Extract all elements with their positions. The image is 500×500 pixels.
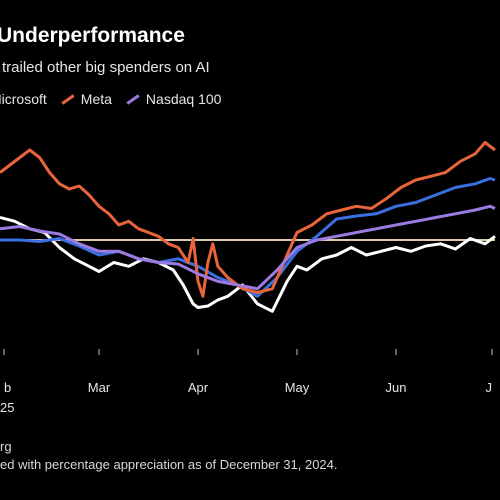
legend-item-nasdaq: Nasdaq 100 [126, 91, 222, 107]
x-tick-label: b [4, 380, 11, 395]
x-tick-label: Mar [88, 380, 111, 395]
x-tick-label: Jun [386, 380, 407, 395]
series-line-microsoft [0, 177, 496, 298]
legend-label-microsoft: Microsoft [0, 91, 47, 107]
source-note: rg [0, 439, 12, 454]
chart-subtitle: trailed other big spenders on AI [2, 59, 210, 76]
legend-label-nasdaq: Nasdaq 100 [145, 91, 222, 107]
legend-item-microsoft: Microsoft [0, 91, 47, 107]
series-line-unlabeled [0, 216, 496, 313]
x-tick-label: Apr [188, 380, 209, 395]
chart-legend: Microsoft Meta Nasdaq 100 [0, 91, 221, 107]
x-tick-label: J [486, 380, 493, 395]
chart-title: Underperformance [0, 24, 185, 47]
legend-label-meta: Meta [80, 91, 112, 107]
footnote: ed with percentage appreciation as of De… [0, 457, 338, 472]
series-line-nasdaq-100 [0, 204, 496, 291]
legend-item-meta: Meta [61, 91, 112, 107]
x-year-label: 25 [0, 400, 14, 415]
chart-notes: rg ed with percentage appreciation as of… [0, 438, 338, 474]
series-line-meta [0, 141, 496, 298]
x-tick-label: May [285, 380, 310, 395]
